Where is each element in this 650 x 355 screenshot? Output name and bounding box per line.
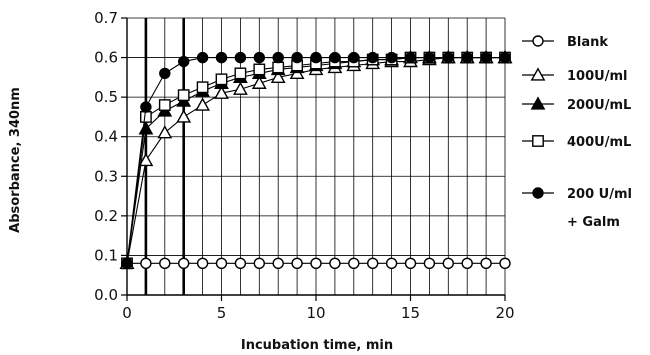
data-point: [348, 257, 360, 270]
data-point: [195, 97, 210, 111]
data-point: [423, 257, 436, 270]
data-point: [158, 99, 171, 111]
data-point: [310, 51, 322, 64]
data-point: [272, 257, 284, 270]
y-tick-label: 0.1: [94, 246, 118, 264]
data-point: [234, 67, 247, 80]
data-point: [442, 51, 454, 64]
data-point: [367, 51, 379, 64]
data-point: [196, 81, 209, 94]
data-point: [233, 81, 248, 95]
data-point: [480, 51, 492, 64]
legend-label: 200 U/ml: [567, 187, 632, 202]
data-point: [196, 257, 209, 270]
data-point: [253, 63, 266, 76]
legend-label: 400U/mL: [567, 135, 631, 150]
data-point: [329, 51, 341, 64]
legend-marker: [532, 135, 544, 147]
data-point: [140, 257, 152, 270]
legend-marker: [532, 35, 544, 47]
data-point: [291, 51, 303, 64]
data-point: [310, 257, 322, 270]
data-point: [291, 257, 303, 270]
data-point: [140, 101, 152, 113]
legend-entry: Blank: [522, 35, 608, 50]
legend-label: + Galm: [567, 215, 620, 230]
legend-entry: 100U/ml: [522, 67, 627, 84]
x-tick-label: 15: [401, 304, 420, 322]
data-point: [159, 67, 171, 80]
data-series: [119, 49, 513, 270]
legend-entry: 200 U/ml + Galm: [522, 187, 632, 230]
y-tick-label: 0.7: [94, 9, 118, 27]
data-point: [423, 51, 436, 64]
data-point: [499, 257, 511, 270]
data-point: [272, 51, 284, 64]
x-tick-label: 10: [306, 304, 325, 322]
data-point: [480, 257, 492, 270]
legend-label: 100U/ml: [567, 69, 627, 84]
data-point: [215, 257, 228, 270]
y-tick-label: 0.0: [94, 286, 118, 304]
data-point: [461, 51, 473, 64]
data-point: [251, 75, 267, 89]
data-point: [214, 85, 229, 99]
data-point: [253, 51, 265, 64]
y-tick-label: 0.2: [94, 207, 118, 225]
legend-label: 200U/mL: [567, 98, 631, 113]
y-axis-title: Absorbance, 340nm: [8, 87, 23, 233]
legend-marker: [530, 96, 546, 110]
data-point: [196, 51, 209, 64]
data-point: [385, 51, 398, 64]
data-point: [404, 51, 417, 64]
data-point: [270, 69, 286, 84]
data-point: [177, 55, 190, 68]
data-point: [159, 257, 171, 270]
x-tick-label: 0: [122, 304, 132, 322]
data-point: [329, 257, 341, 270]
legend-entry: 400U/mL: [522, 135, 631, 150]
data-point: [176, 109, 192, 123]
axes: [121, 17, 506, 301]
data-point: [177, 89, 190, 102]
data-point: [272, 61, 285, 74]
data-point: [234, 257, 247, 270]
data-point: [215, 51, 228, 64]
legend-marker: [530, 67, 546, 81]
legend: Blank 100U/ml 200U/mL 400U/mL 200 U/ml + Galm: [522, 35, 632, 230]
tick-labels: 0.0 0.1 0.2 0.3 0.4 0.5 0.6 0.7 0 5 10 15 20: [94, 9, 514, 322]
legend-entry: 200U/mL: [522, 96, 631, 113]
y-tick-label: 0.3: [94, 167, 118, 185]
y-tick-label: 0.6: [94, 49, 118, 67]
data-point: [157, 125, 173, 139]
data-point: [404, 257, 417, 270]
data-point: [253, 257, 265, 270]
x-tick-label: 20: [495, 304, 514, 322]
data-point: [138, 152, 154, 167]
data-point: [461, 257, 473, 270]
data-point: [177, 257, 190, 270]
x-axis-title: Incubation time, min: [241, 338, 393, 353]
series-1: [121, 257, 511, 270]
x-tick-label: 5: [217, 304, 227, 322]
data-point: [121, 257, 133, 270]
legend-label: Blank: [567, 35, 608, 50]
y-tick-label: 0.5: [94, 88, 118, 106]
data-point: [348, 51, 360, 64]
data-point: [367, 257, 379, 270]
y-tick-label: 0.4: [94, 128, 118, 146]
legend-marker: [532, 187, 544, 199]
series-5: [121, 51, 511, 270]
data-point: [499, 51, 511, 64]
data-point: [234, 51, 247, 64]
data-point: [385, 257, 398, 270]
data-point: [215, 73, 228, 86]
data-point: [442, 257, 454, 270]
data-point: [139, 111, 152, 123]
